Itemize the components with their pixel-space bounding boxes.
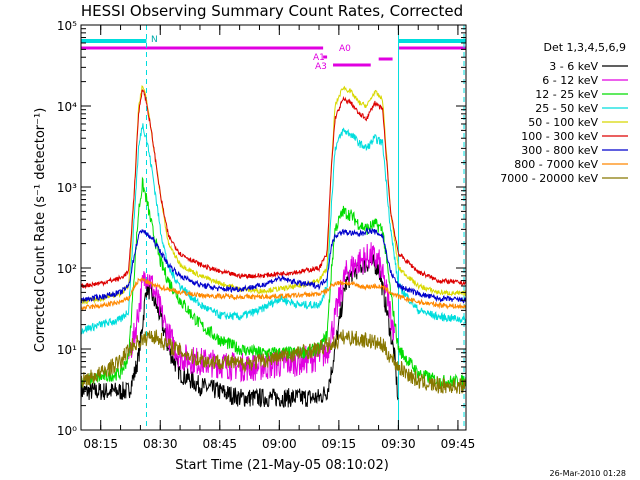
series-line-8 — [81, 329, 466, 395]
series-line-5 — [81, 89, 466, 290]
legend-entry-0: 3 - 6 keV — [549, 60, 598, 73]
y-tick-label-2: 10² — [57, 262, 77, 276]
night-label: N — [151, 35, 158, 45]
legend-entry-5: 100 - 300 keV — [521, 130, 598, 143]
y-axis-label: Corrected Count Rate (s⁻¹ detector⁻¹) — [33, 108, 48, 353]
state-bars — [81, 39, 466, 67]
series-line-1 — [128, 242, 395, 383]
x-tick-label-4: 09:15 — [322, 437, 357, 451]
x-tick-label-5: 09:30 — [381, 437, 416, 451]
x-tick-label-3: 09:00 — [262, 437, 297, 451]
legend-entry-4: 50 - 100 keV — [528, 116, 598, 129]
y-tick-label-0: 10⁰ — [57, 424, 77, 438]
plot-frame — [80, 24, 467, 431]
series-line-3 — [81, 123, 466, 335]
legend-entry-3: 25 - 50 keV — [535, 102, 598, 115]
legend-entry-6: 300 - 800 keV — [521, 144, 598, 157]
legend-entry-8: 7000 - 20000 keV — [500, 172, 598, 185]
x-tick-label-1: 08:30 — [143, 437, 178, 451]
legend-title: Det 1,3,4,5,6,9 — [543, 41, 626, 54]
attenuator-label-a1: A1 — [313, 53, 325, 63]
y-tick-label-5: 10⁵ — [57, 19, 77, 33]
legend-entry-7: 800 - 7000 keV — [514, 158, 598, 171]
x-axis-ticks: 08:15 08:30 08:45 09:00 09:15 09:30 09:45 — [83, 25, 475, 451]
legend-entry-2: 12 - 25 keV — [535, 88, 598, 101]
attenuator-label-a0: A0 — [339, 44, 351, 54]
series-line-0 — [81, 252, 399, 408]
chart-title: HESSI Observing Summary Count Rates, Cor… — [81, 2, 463, 20]
x-tick-label-2: 08:45 — [202, 437, 237, 451]
series-line-2 — [81, 176, 466, 389]
series-lines — [81, 85, 466, 408]
legend-entry-1: 6 - 12 keV — [542, 74, 598, 87]
attenuator-label-a3: A3 — [315, 62, 327, 72]
series-line-4 — [81, 85, 466, 305]
y-tick-label-1: 10¹ — [57, 343, 77, 357]
timestamp: 26-Mar-2010 01:28 — [550, 469, 627, 478]
y-tick-label-4: 10⁴ — [57, 100, 77, 114]
y-axis-ticks: 10⁰ 10¹ 10² 10³ 10⁴ 10⁵ — [57, 19, 466, 438]
x-tick-label-0: 08:15 — [83, 437, 118, 451]
y-tick-label-3: 10³ — [57, 181, 77, 195]
series-line-7 — [81, 276, 466, 312]
vertical-markers — [145, 25, 465, 430]
series-line-6 — [81, 227, 466, 304]
x-tick-label-6: 09:45 — [441, 437, 476, 451]
x-axis-label: Start Time (21-May-05 08:10:02) — [175, 458, 389, 473]
